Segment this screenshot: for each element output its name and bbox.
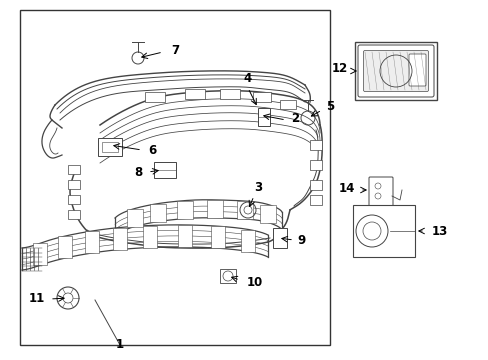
Bar	[309, 195, 321, 205]
Bar	[178, 225, 192, 247]
Bar	[85, 231, 99, 253]
Bar	[309, 160, 321, 170]
Bar	[177, 201, 193, 219]
Bar	[68, 195, 80, 204]
Text: 14: 14	[338, 181, 354, 194]
Bar	[68, 180, 80, 189]
Bar	[98, 138, 122, 156]
Bar	[210, 226, 224, 248]
Bar	[220, 89, 240, 99]
Bar	[309, 180, 321, 190]
Text: 9: 9	[297, 234, 305, 247]
FancyBboxPatch shape	[368, 177, 392, 207]
Bar	[220, 269, 236, 283]
Bar	[354, 42, 436, 100]
Text: 8: 8	[134, 166, 142, 179]
Bar	[68, 165, 80, 174]
Bar	[102, 142, 118, 152]
FancyBboxPatch shape	[408, 54, 425, 86]
Bar	[142, 226, 157, 248]
Text: 3: 3	[253, 180, 262, 194]
Text: 6: 6	[147, 144, 156, 157]
Bar	[280, 100, 295, 109]
Text: 4: 4	[244, 72, 252, 85]
Bar	[309, 140, 321, 150]
FancyBboxPatch shape	[363, 50, 427, 91]
Bar	[113, 228, 127, 249]
Text: 5: 5	[325, 99, 333, 113]
Text: 7: 7	[171, 44, 179, 57]
Bar	[154, 162, 176, 178]
Bar	[58, 236, 72, 258]
FancyBboxPatch shape	[357, 45, 433, 97]
Text: 10: 10	[246, 276, 263, 289]
Bar	[206, 200, 223, 218]
Text: 11: 11	[29, 292, 45, 306]
Text: 2: 2	[290, 112, 299, 125]
Bar	[252, 92, 270, 102]
Bar	[258, 108, 269, 126]
Bar	[260, 205, 275, 223]
Text: 1: 1	[116, 338, 124, 351]
Bar	[272, 228, 286, 248]
Bar	[241, 230, 254, 252]
Bar	[33, 243, 47, 265]
Bar	[352, 205, 414, 257]
Bar	[184, 89, 204, 99]
Bar	[145, 92, 164, 102]
Bar	[127, 209, 142, 227]
Text: 12: 12	[331, 62, 347, 75]
Bar	[150, 204, 165, 222]
Bar	[68, 210, 80, 219]
Text: 13: 13	[431, 225, 447, 238]
Bar	[20, 10, 329, 345]
Bar	[237, 201, 252, 219]
